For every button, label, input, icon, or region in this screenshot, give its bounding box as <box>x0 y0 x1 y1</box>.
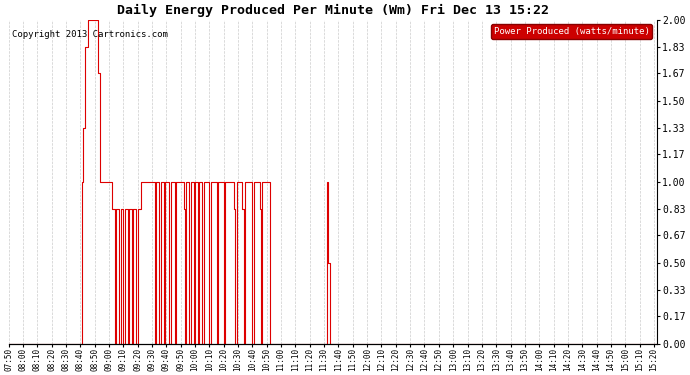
Title: Daily Energy Produced Per Minute (Wm) Fri Dec 13 15:22: Daily Energy Produced Per Minute (Wm) Fr… <box>117 4 549 17</box>
Legend: Power Produced (watts/minute): Power Produced (watts/minute) <box>491 24 652 39</box>
Text: Copyright 2013 Cartronics.com: Copyright 2013 Cartronics.com <box>12 30 168 39</box>
